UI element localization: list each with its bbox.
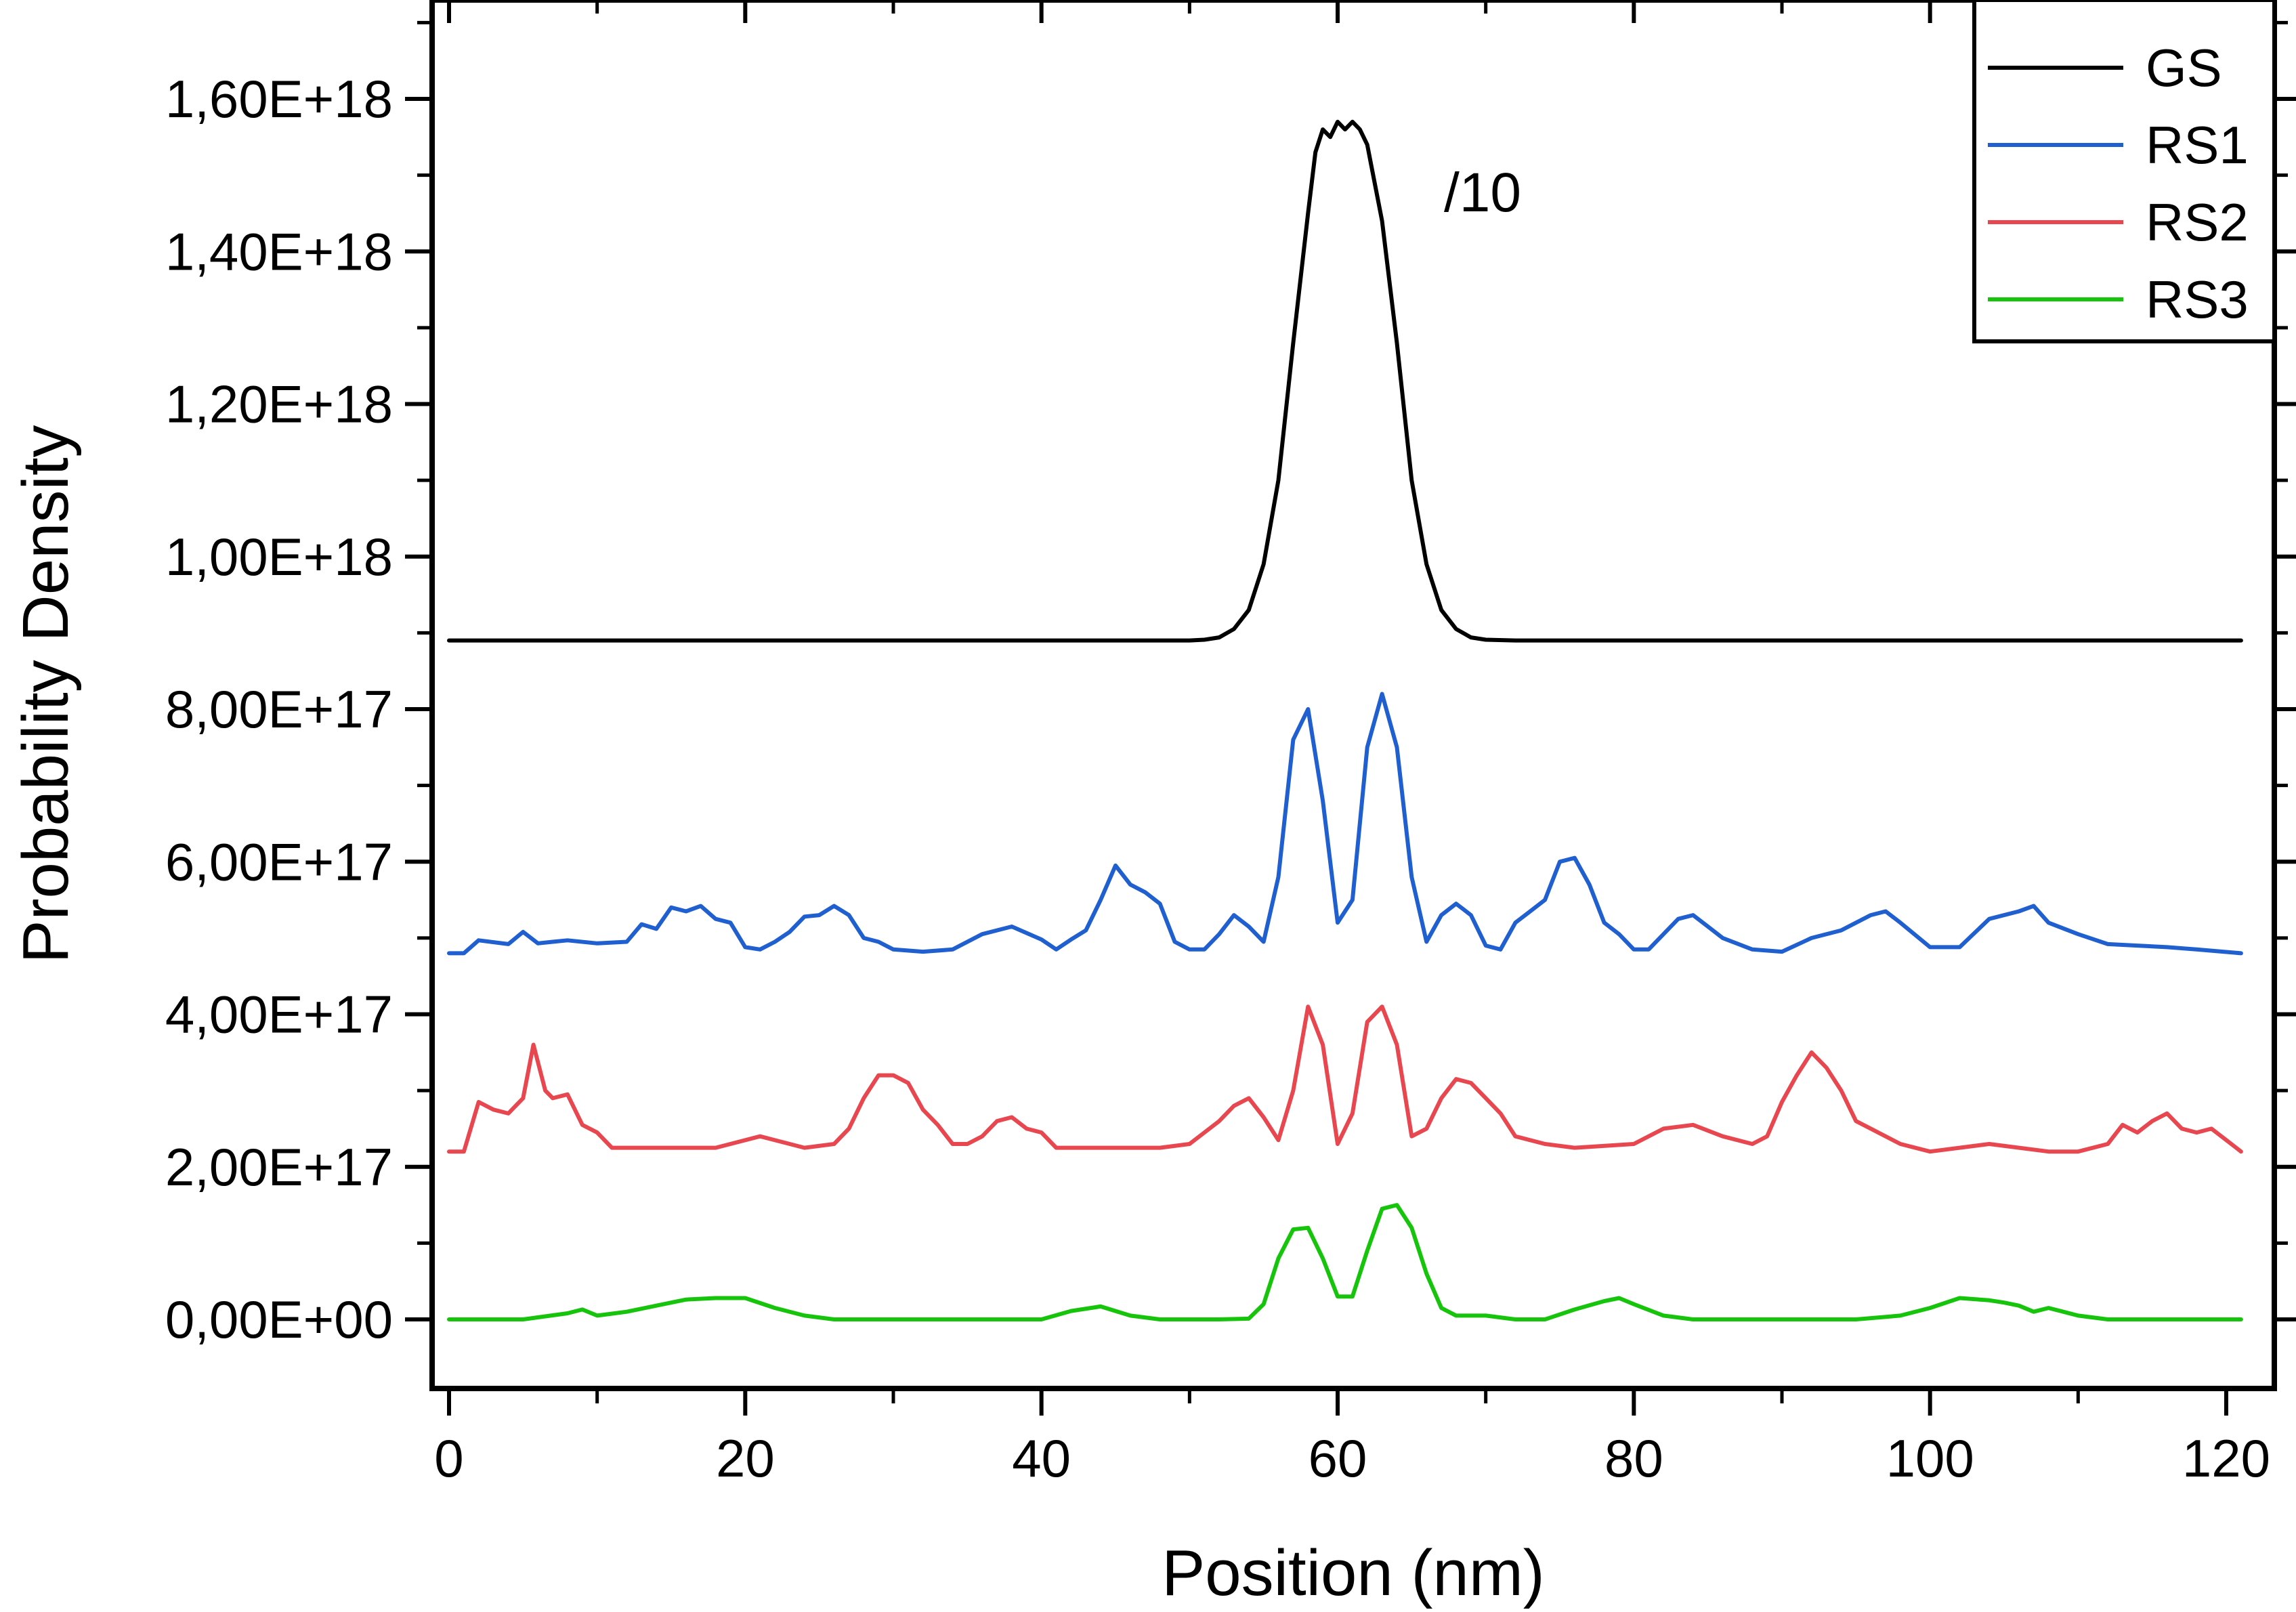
y-tick-label: 1,00E+18 <box>165 527 393 587</box>
series-layer <box>447 119 2243 1321</box>
legend-label-rs2: RS2 <box>2146 192 2249 252</box>
y-tick-label: 8,00E+17 <box>165 679 393 739</box>
legend-label-gs: GS <box>2146 38 2222 98</box>
x-tick-label: 80 <box>1604 1428 1663 1488</box>
x-tick-label: 100 <box>1886 1428 1974 1488</box>
y-tick-label: 1,60E+18 <box>165 69 393 129</box>
y-tick-label: 6,00E+17 <box>165 832 393 891</box>
legend-box <box>1972 0 2276 343</box>
y-tick-label: 0,00E+00 <box>165 1290 393 1349</box>
legend-label-rs3: RS3 <box>2146 270 2249 329</box>
legend: GS RS1 RS2 RS3 <box>1972 0 2276 343</box>
y-tick-label: 2,00E+17 <box>165 1137 393 1197</box>
y-axis-title: Probability Density <box>9 425 82 964</box>
ticks-layer: 0 20 40 60 80 100 120 0,00E+00 2,00E+17 4,00E+17 6… <box>165 0 2296 1488</box>
x-tick-label: 120 <box>2182 1428 2270 1488</box>
y-tick-label: 4,00E+17 <box>165 985 393 1044</box>
series-line-rs3 <box>447 1203 2243 1321</box>
series-line-rs1 <box>447 692 2243 956</box>
x-axis-title: Position (nm) <box>1162 1537 1545 1609</box>
series-line-gs <box>447 119 2243 643</box>
x-tick-label: 20 <box>716 1428 775 1488</box>
series-line-rs2 <box>447 1004 2243 1154</box>
x-tick-label: 40 <box>1012 1428 1071 1488</box>
x-tick-label: 60 <box>1309 1428 1367 1488</box>
annotation-divide-by-10: /10 <box>1444 162 1521 224</box>
y-tick-label: 1,20E+18 <box>165 375 393 434</box>
plot-frame <box>429 0 2277 1391</box>
legend-label-rs1: RS1 <box>2146 115 2249 175</box>
y-tick-label: 1,40E+18 <box>165 221 393 281</box>
x-tick-label: 0 <box>434 1428 463 1488</box>
